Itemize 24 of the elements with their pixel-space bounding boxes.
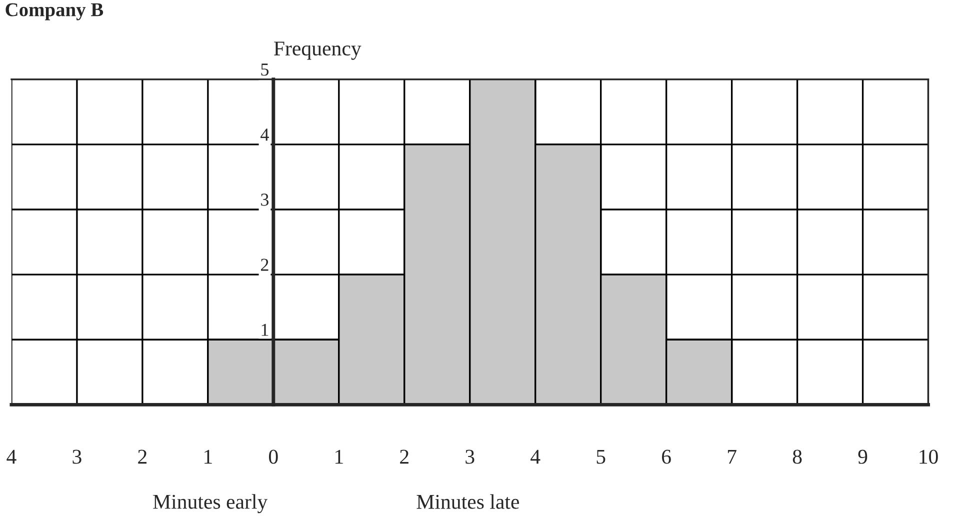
x-tick-label: 4	[6, 450, 16, 464]
y-tick-label: 4	[260, 128, 269, 141]
y-tick-label: 5	[261, 64, 269, 76]
x-tick-label: 7	[728, 450, 736, 464]
x-tick-label: 1	[336, 450, 343, 464]
x-tick-label: 4	[530, 450, 540, 464]
x-tick-label: 5	[596, 450, 606, 464]
text: Minutes early	[153, 494, 268, 514]
y-tick-label: 3	[261, 194, 269, 206]
chart-title: Company B	[6, 3, 104, 20]
x-tick-label: 9	[858, 450, 868, 464]
x-tick-label: 3	[72, 450, 82, 464]
x-tick-label: 8	[792, 450, 802, 464]
x-tick-label: 3	[466, 450, 474, 464]
x-tick-label: 0	[268, 450, 278, 464]
x-tick-label: 10	[920, 450, 938, 464]
x-tick-label: 6	[662, 450, 671, 464]
text: Minutes late	[416, 494, 520, 509]
x-tick-label: 1	[204, 450, 212, 464]
y-tick-label: 2	[261, 258, 268, 271]
x-tick-label: 2	[400, 450, 408, 464]
y-axis-title: Frequency	[274, 42, 362, 60]
x-tick-label: 2	[138, 450, 146, 464]
y-tick-label: 1	[262, 324, 268, 336]
